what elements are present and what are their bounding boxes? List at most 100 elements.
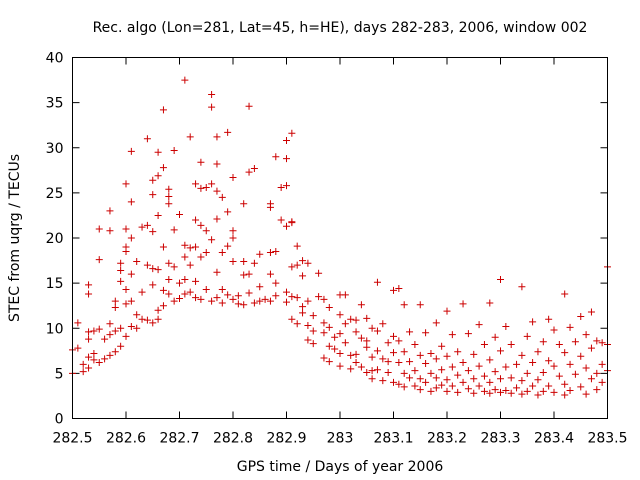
data-point (347, 315, 355, 323)
data-point (154, 315, 162, 323)
data-point (85, 335, 93, 343)
data-point (320, 319, 328, 327)
data-point (373, 278, 381, 286)
data-point (443, 307, 451, 315)
data-point (486, 389, 494, 397)
y-tick-label: 15 (46, 276, 64, 292)
data-point (208, 180, 216, 188)
data-point (438, 342, 446, 350)
data-point (379, 377, 387, 385)
data-point (159, 243, 167, 251)
data-point (529, 382, 537, 390)
data-point (159, 286, 167, 294)
data-point (202, 248, 210, 256)
data-point (181, 241, 189, 249)
data-point (127, 322, 135, 330)
data-point (395, 285, 403, 293)
data-point (74, 344, 82, 352)
data-point (427, 387, 435, 395)
data-point (154, 211, 162, 219)
data-point (85, 364, 93, 372)
data-point (122, 248, 130, 256)
data-point (411, 367, 419, 375)
data-point (438, 366, 446, 374)
data-point (491, 368, 499, 376)
data-point (587, 308, 595, 316)
y-axis-label: STEC from uqrg / TECUs (7, 154, 23, 322)
data-point (170, 297, 178, 305)
data-point (416, 301, 424, 309)
x-tick-label: 283.5 (587, 431, 627, 447)
data-point (390, 286, 397, 294)
data-point (320, 354, 328, 362)
data-point (149, 176, 157, 184)
data-point (181, 253, 189, 261)
data-point (95, 359, 103, 367)
data-point (283, 137, 290, 145)
x-tick-label: 282.5 (52, 431, 92, 447)
data-point (159, 106, 167, 114)
data-point (561, 380, 569, 388)
data-point (486, 356, 494, 364)
data-point (229, 234, 237, 242)
data-point (400, 301, 408, 309)
data-point (352, 316, 360, 324)
data-point (497, 375, 504, 383)
data-points (69, 76, 611, 399)
data-point (154, 306, 162, 314)
data-point (154, 266, 162, 274)
data-point (138, 223, 146, 231)
y-tick-label: 20 (46, 231, 64, 247)
data-point (170, 146, 178, 154)
data-point (427, 350, 435, 358)
data-point (518, 351, 526, 359)
data-point (395, 337, 403, 345)
data-point (95, 225, 103, 233)
data-point (138, 315, 146, 323)
data-point (186, 261, 194, 269)
data-point (497, 347, 504, 355)
data-point (566, 323, 574, 331)
data-point (422, 378, 430, 386)
data-point (192, 277, 200, 285)
data-point (400, 348, 408, 356)
data-point (213, 133, 221, 141)
data-point (523, 387, 531, 395)
data-point (593, 369, 601, 377)
data-point (197, 158, 205, 166)
data-point (454, 371, 462, 379)
data-point (390, 378, 397, 386)
data-point (480, 372, 488, 380)
data-point (127, 270, 135, 278)
data-point (491, 333, 499, 341)
data-point (111, 327, 119, 335)
data-point (122, 180, 130, 188)
data-point (464, 367, 472, 375)
data-point (101, 355, 109, 363)
data-point (149, 319, 157, 327)
data-point (304, 322, 312, 330)
data-point (229, 174, 237, 182)
data-point (186, 133, 194, 141)
x-tick-label: 282.9 (266, 431, 306, 447)
data-point (384, 339, 392, 347)
data-point (181, 76, 189, 84)
data-point (518, 390, 526, 398)
data-point (550, 326, 558, 334)
data-point (272, 153, 280, 161)
data-point (571, 370, 579, 378)
data-point (368, 353, 376, 361)
data-point (106, 351, 114, 359)
data-point (593, 386, 601, 394)
data-point (283, 182, 290, 190)
data-point (111, 297, 119, 305)
data-point (561, 391, 569, 399)
data-point (143, 221, 151, 229)
data-point (90, 350, 98, 358)
data-point (218, 248, 226, 256)
data-point (432, 355, 440, 363)
data-point (165, 192, 173, 200)
data-point (165, 185, 173, 193)
data-point (454, 388, 462, 396)
data-point (475, 382, 483, 390)
